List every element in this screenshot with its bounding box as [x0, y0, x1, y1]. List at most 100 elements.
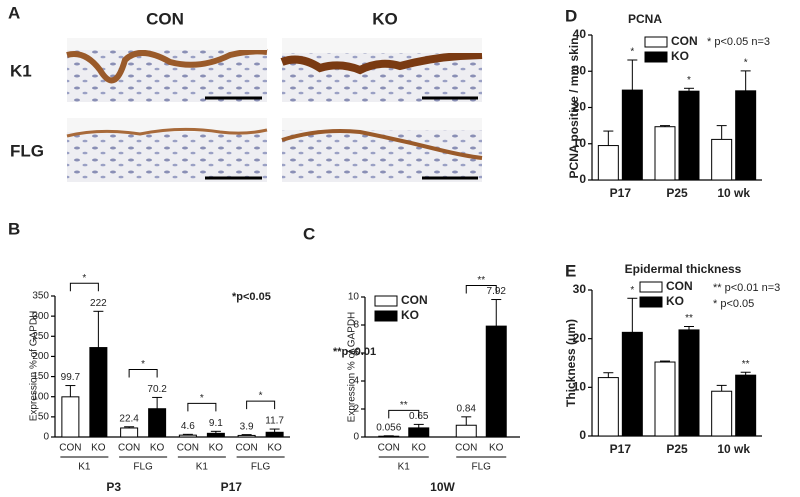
- category-label: FLG: [133, 462, 153, 473]
- bracket: [187, 402, 217, 412]
- significance: **: [400, 400, 408, 411]
- background: [282, 118, 482, 130]
- x-tick-label: 10 wk: [717, 442, 750, 456]
- y-tick-label: 2: [353, 404, 359, 415]
- y-tick-label: 250: [32, 331, 49, 342]
- legend-swatch: [644, 51, 668, 63]
- bar-label: KO: [267, 443, 282, 454]
- value-label: 4.6: [181, 421, 195, 432]
- y-tick-label: 0: [579, 428, 586, 442]
- bar: [455, 424, 477, 438]
- y-tick-label: 100: [32, 391, 49, 402]
- value-label: 99.7: [61, 372, 81, 383]
- bar: [408, 427, 430, 438]
- micrographs: [66, 38, 483, 182]
- y-tick-label: 200: [32, 351, 49, 362]
- y-tick-label: 150: [32, 371, 49, 382]
- bracket: [246, 400, 276, 410]
- y-tick-label: 0: [43, 432, 49, 443]
- bar: [378, 435, 400, 438]
- bar: [120, 427, 139, 438]
- value-label: 70.2: [147, 384, 167, 395]
- bar-label: CON: [177, 443, 199, 454]
- bar: [61, 396, 80, 438]
- column-label: CON: [146, 9, 184, 28]
- y-tick-label: 0: [579, 172, 586, 186]
- x-tick-label: P17: [610, 442, 632, 456]
- value-label: 222: [90, 298, 107, 309]
- background: [67, 38, 267, 50]
- bar: [711, 390, 733, 437]
- x-tick-label: P17: [610, 186, 632, 200]
- panel-label: D: [565, 6, 577, 25]
- bar: [237, 434, 256, 438]
- category-label: K1: [196, 462, 209, 473]
- y-tick-label: 30: [573, 282, 587, 296]
- bar: [621, 331, 643, 437]
- legend-label: CON: [666, 279, 693, 293]
- category-label: FLG: [251, 462, 271, 473]
- bar: [206, 432, 225, 438]
- bar-label: CON: [118, 443, 140, 454]
- group-label: 10W: [430, 480, 455, 494]
- value-label: 0.84: [457, 403, 477, 414]
- group-label: P3: [106, 480, 121, 494]
- panel-label: E: [565, 261, 576, 280]
- legend-swatch: [639, 296, 663, 308]
- bar: [621, 89, 643, 181]
- y-tick-label: 30: [573, 63, 587, 77]
- x-tick-label: P25: [666, 186, 688, 200]
- category-label: K1: [398, 462, 411, 473]
- y-tick-label: 20: [573, 331, 587, 345]
- value-label: 9.1: [209, 418, 223, 429]
- bracket: [465, 285, 497, 294]
- y-tick-label: 6: [353, 348, 359, 359]
- significance: *: [200, 393, 204, 404]
- legend-label: CON: [401, 293, 428, 307]
- y-tick-label: 350: [32, 291, 49, 302]
- value-label: 3.9: [240, 421, 254, 432]
- legend-label: KO: [401, 308, 419, 322]
- bar-label: CON: [59, 443, 81, 454]
- significance: *: [82, 273, 86, 284]
- legend-label: KO: [671, 49, 689, 63]
- y-tick-label: 50: [38, 411, 50, 422]
- x-tick-label: 10 wk: [717, 186, 750, 200]
- chart-title: Epidermal thickness: [625, 262, 742, 276]
- row-label: K1: [10, 61, 32, 80]
- y-axis-label: Expression % of GAPDH: [29, 311, 40, 422]
- bar-label: KO: [150, 443, 165, 454]
- bar: [485, 325, 507, 438]
- value-label: 11.7: [265, 416, 284, 427]
- category-label: FLG: [472, 462, 492, 473]
- y-axis-label: Expression % of GAPDH: [347, 312, 358, 423]
- stain: [66, 48, 268, 84]
- background: [282, 38, 482, 53]
- group-label: P17: [221, 480, 243, 494]
- legend-label: KO: [666, 294, 684, 308]
- bar-label: CON: [455, 443, 477, 454]
- bar: [711, 138, 733, 181]
- bracket: [388, 409, 420, 419]
- stain: [280, 51, 483, 75]
- significance: *: [630, 285, 634, 296]
- bracket: [128, 368, 158, 378]
- annotation: * p<0.05: [713, 298, 754, 310]
- stain: [281, 129, 483, 160]
- y-tick-label: 40: [573, 27, 587, 41]
- bar: [678, 329, 700, 437]
- bracket: [69, 282, 99, 292]
- bar-label: KO: [209, 443, 224, 454]
- stain: [66, 127, 268, 138]
- y-axis-label: PCNA positive / mm skin: [567, 38, 581, 179]
- significance: *: [630, 47, 634, 58]
- bar: [89, 347, 108, 438]
- column-label: KO: [372, 9, 398, 28]
- annotation: *p<0.05: [232, 291, 271, 303]
- significance: *: [141, 359, 145, 370]
- value-label: 22.4: [119, 413, 139, 424]
- bar: [148, 408, 167, 438]
- annotation: * p<0.05 n=3: [707, 36, 770, 48]
- significance: *: [744, 58, 748, 69]
- bar: [654, 361, 676, 437]
